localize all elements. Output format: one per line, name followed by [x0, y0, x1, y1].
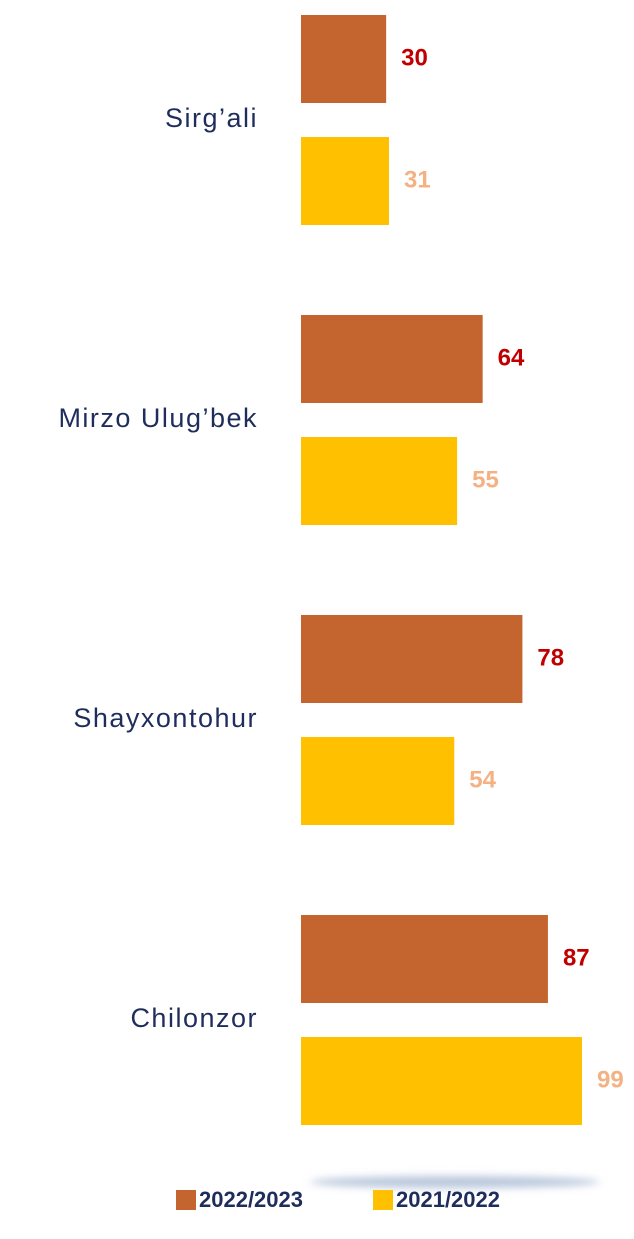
value-label: 64	[498, 344, 525, 371]
value-label: 78	[537, 644, 564, 671]
legend-swatch	[373, 1190, 393, 1210]
bar	[301, 15, 387, 103]
bar	[301, 137, 389, 225]
bar	[301, 437, 458, 525]
bar-shadow	[310, 1176, 600, 1188]
bar	[301, 915, 548, 1003]
legend-label: 2022/2023	[199, 1187, 303, 1212]
bar	[301, 737, 455, 825]
legend-swatch	[176, 1190, 196, 1210]
bar	[301, 615, 523, 703]
category-label: Mirzo Ulug’bek	[58, 403, 258, 433]
value-label: 55	[472, 466, 499, 493]
value-label: 54	[469, 766, 496, 793]
legend-label: 2021/2022	[396, 1187, 500, 1212]
value-label: 99	[597, 1066, 624, 1093]
category-label: Shayxontohur	[73, 703, 258, 733]
value-label: 30	[401, 44, 428, 71]
category-label: Sirg’ali	[165, 103, 258, 133]
value-label: 31	[404, 166, 431, 193]
bar	[301, 1037, 582, 1125]
value-label: 87	[563, 944, 590, 971]
category-label: Chilonzor	[130, 1003, 258, 1033]
bar	[301, 315, 483, 403]
